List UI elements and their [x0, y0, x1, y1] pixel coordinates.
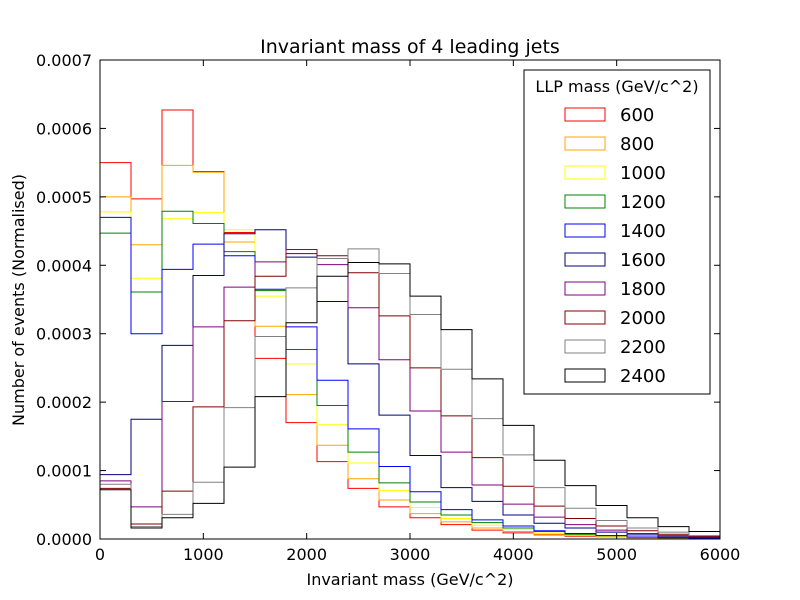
legend-swatch-2200 [564, 339, 606, 354]
legend-label-2000: 2000 [620, 308, 666, 329]
x-axis-label: Invariant mass (GeV/c^2) [306, 570, 513, 589]
series-1400-histogram [99, 216, 721, 539]
legend-label-1200: 1200 [620, 192, 666, 213]
x-tick-label: 4000 [493, 545, 534, 564]
legend-swatch-1400 [564, 223, 606, 238]
y-tick-label: 0.0003 [36, 325, 92, 344]
axes-layer: 0 1000 2000 3000 4000 5000 6000 0.0000 0.0001 0.0… [36, 51, 740, 564]
series-layer [99, 109, 721, 539]
legend-label-800: 800 [620, 134, 654, 155]
legend-label-1800: 1800 [620, 279, 666, 300]
legend-swatch-1800 [564, 281, 606, 296]
y-tick-label: 0.0007 [36, 51, 92, 70]
y-tick-label: 0.0000 [36, 530, 92, 549]
x-tick-label: 0 [95, 545, 105, 564]
x-tick-label: 1000 [183, 545, 224, 564]
legend-label-1400: 1400 [620, 221, 666, 242]
x-tick-label: 5000 [596, 545, 637, 564]
legend-label-2400: 2400 [620, 366, 666, 387]
y-tick-label: 0.0001 [36, 462, 92, 481]
legend-swatch-800 [564, 136, 606, 151]
legend-items: 600 800 1000 1200 1400 1600 1800 2000 2200 2400 [564, 105, 666, 387]
y-tick-label: 0.0005 [36, 188, 92, 207]
legend: LLP mass (GeV/c^2) 600 800 1000 1200 1400 160… [523, 69, 711, 395]
legend-label-1600: 1600 [620, 250, 666, 271]
series-2400-histogram [99, 262, 721, 539]
legend-frame [523, 69, 711, 395]
legend-swatch-2400 [564, 368, 606, 383]
legend-swatch-1600 [564, 252, 606, 267]
chart-title: Invariant mass of 4 leading jets [260, 36, 560, 58]
x-tick-label: 6000 [700, 545, 741, 564]
legend-label-2200: 2200 [620, 337, 666, 358]
legend-swatch-1000 [564, 165, 606, 180]
x-tick-label: 2000 [286, 545, 327, 564]
y-tick-label: 0.0006 [36, 119, 92, 138]
legend-swatch-2000 [564, 310, 606, 325]
legend-label-1000: 1000 [620, 163, 666, 184]
y-axis-label: Number of events (Normalised) [9, 174, 28, 426]
legend-label-600: 600 [620, 105, 654, 126]
y-tick-label: 0.0002 [36, 393, 92, 412]
legend-title: LLP mass (GeV/c^2) [535, 77, 698, 96]
legend-swatch-600 [564, 107, 606, 122]
legend-swatch-1200 [564, 194, 606, 209]
x-tick-label: 3000 [390, 545, 431, 564]
y-tick-label: 0.0004 [36, 256, 92, 275]
